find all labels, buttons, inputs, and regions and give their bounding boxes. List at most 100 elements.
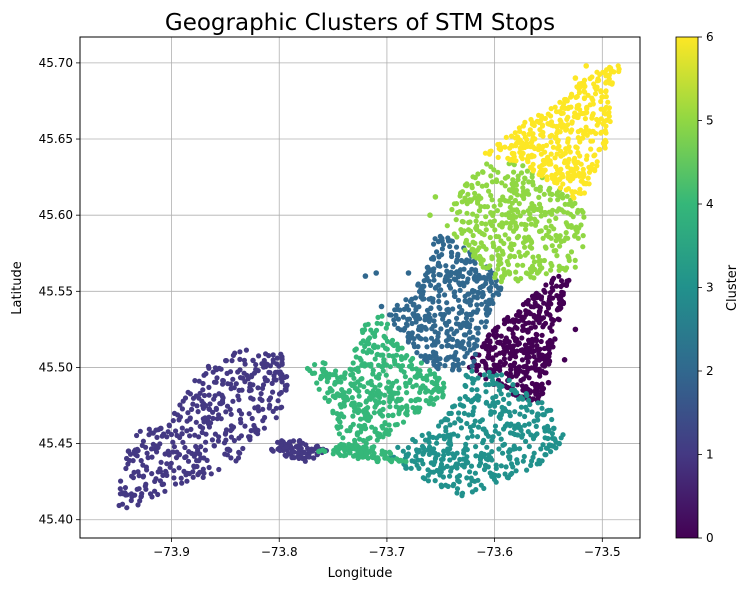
y-tick-label: 45.65 [39, 132, 73, 146]
x-tick-label: −73.5 [584, 545, 621, 559]
stop-point [436, 423, 442, 429]
stop-point [194, 403, 200, 409]
stop-point [510, 363, 517, 369]
stop-point [549, 321, 555, 327]
stop-point [406, 316, 413, 322]
stop-point [196, 378, 202, 384]
stop-point [475, 375, 481, 381]
stop-point [530, 396, 536, 402]
stop-point [468, 463, 475, 469]
stop-point [398, 396, 404, 402]
stop-point [515, 233, 522, 239]
stop-point [387, 404, 393, 410]
stop-point [198, 444, 204, 450]
cluster-3-points [388, 368, 566, 499]
stop-point [225, 381, 231, 387]
stop-point [434, 435, 440, 441]
stop-point [510, 228, 517, 234]
stop-point [531, 354, 537, 360]
stop-point [243, 347, 249, 353]
stop-point [453, 217, 459, 223]
stop-point [252, 425, 258, 431]
stop-point [443, 356, 450, 362]
stop-point [420, 451, 426, 457]
stop-point [140, 438, 146, 444]
stop-point [237, 349, 243, 355]
stop-point [603, 88, 609, 94]
stop-point [590, 97, 596, 103]
stop-point [592, 91, 599, 97]
stop-point [380, 425, 386, 431]
y-axis-label: Latitude [10, 261, 25, 315]
stop-point [546, 228, 552, 234]
stop-point [386, 422, 392, 428]
stop-point [542, 149, 548, 155]
y-tick-label: 45.40 [39, 513, 73, 527]
stop-point [134, 446, 140, 452]
stop-point [298, 445, 304, 452]
stop-point [479, 220, 485, 226]
stop-point [278, 351, 284, 357]
stop-point [531, 207, 537, 214]
stop-point [505, 198, 512, 204]
stop-point [500, 450, 506, 456]
stop-point [588, 146, 594, 152]
stop-point [415, 449, 421, 455]
stop-point [432, 312, 438, 318]
stop-point [494, 372, 500, 378]
stop-point [548, 267, 554, 273]
stop-point [454, 450, 460, 456]
stop-point [455, 361, 461, 367]
stop-point [421, 296, 427, 302]
stop-point [535, 400, 541, 406]
stop-point [598, 116, 604, 122]
stop-point [504, 474, 510, 480]
stop-point [393, 404, 399, 410]
stop-point [486, 342, 492, 349]
stop-point [530, 161, 536, 167]
stop-point [443, 263, 449, 269]
stop-point [474, 368, 480, 374]
stop-point [448, 326, 454, 332]
stop-point [465, 227, 472, 233]
stop-point [189, 406, 195, 412]
stop-point [314, 380, 320, 386]
stop-point [413, 382, 419, 388]
stop-point [594, 116, 600, 123]
stop-point [393, 312, 399, 318]
stop-point [211, 443, 217, 449]
x-axis-label: Longitude [328, 566, 393, 581]
stop-point [517, 411, 523, 417]
stop-point [561, 357, 568, 363]
stop-point [445, 306, 451, 312]
stop-point [185, 410, 191, 416]
stop-point [330, 408, 336, 414]
stop-point [502, 144, 508, 150]
stop-point [537, 305, 544, 311]
stop-point [552, 104, 558, 110]
stop-point [582, 128, 588, 134]
stop-point [549, 328, 555, 334]
stop-point [525, 429, 531, 435]
stop-point [347, 442, 353, 449]
stop-point [524, 407, 530, 413]
stop-point [176, 417, 182, 423]
stop-point [347, 428, 353, 434]
stop-point [526, 179, 532, 185]
stop-point [508, 142, 515, 149]
stop-point [433, 284, 439, 290]
stop-point [606, 76, 612, 82]
stop-point [455, 477, 461, 484]
stop-point [180, 398, 186, 404]
stop-point [515, 173, 521, 179]
stop-point [506, 326, 512, 332]
stop-point [407, 377, 413, 383]
stop-point [415, 405, 421, 411]
stop-point [436, 298, 442, 304]
stop-point [490, 355, 496, 361]
stop-point [153, 427, 159, 433]
stop-point [531, 275, 537, 281]
stop-point [137, 428, 143, 434]
stop-point [554, 307, 561, 313]
stop-point [609, 68, 615, 74]
